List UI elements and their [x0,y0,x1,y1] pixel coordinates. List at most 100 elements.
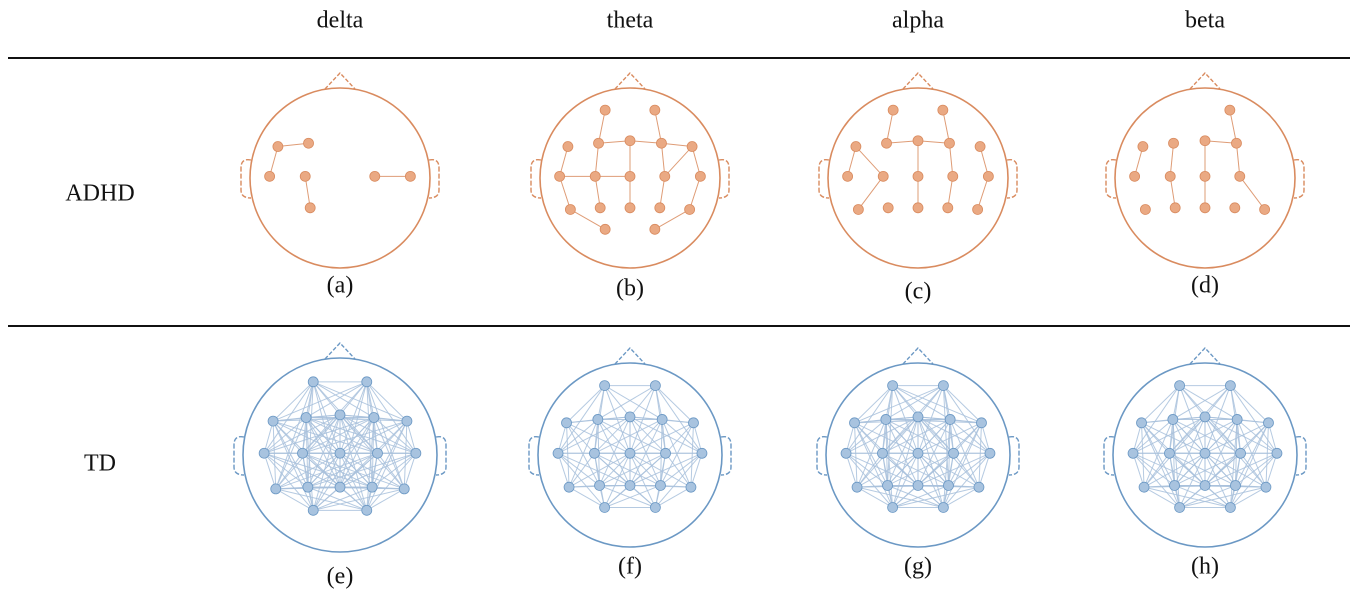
electrode [973,204,983,214]
electrode [600,502,610,512]
electrode [1263,418,1273,428]
column-header: alpha [892,8,944,34]
electrode [625,171,635,181]
electrode [1225,502,1235,512]
electrode [657,414,667,424]
electrode [913,480,923,490]
electrode [1272,448,1282,458]
electrode [949,448,959,458]
panel-label: (a) [327,273,354,299]
electrode [335,410,345,420]
connection [630,386,655,417]
head-diagram [1104,348,1306,547]
electrode [563,142,573,152]
electrode [1170,480,1180,490]
head-diagram [531,73,729,268]
electrode [565,204,575,214]
head-diagram [241,73,439,268]
nose [903,73,933,89]
connection [1230,453,1277,507]
connection [893,386,982,423]
electrode [1138,142,1148,152]
electrode [945,414,955,424]
nose [1190,348,1220,364]
electrode [335,482,345,492]
electrode [877,448,887,458]
electrode [975,142,985,152]
electrode [888,105,898,115]
electrode [298,448,308,458]
electrode [1200,480,1210,490]
panel-label: (g) [904,554,932,580]
electrode [850,418,860,428]
connection [273,382,367,421]
head-outline [250,88,430,268]
electrode [335,448,345,458]
electrode [1165,171,1175,181]
electrode [697,448,707,458]
electrode [1225,381,1235,391]
electrode [1200,412,1210,422]
connection [273,421,276,489]
panel-label: (h) [1191,554,1219,580]
electrode [655,203,665,213]
electrode [685,204,695,214]
electrode [362,505,372,515]
column-header: theta [607,8,654,34]
electrode [913,203,923,213]
connection [1142,423,1145,487]
electrode [268,416,278,426]
electrode [625,480,635,490]
electrode [660,171,670,181]
electrode [1225,105,1235,115]
electrode [686,482,696,492]
electrode [944,138,954,148]
head-diagram [1106,73,1304,268]
electrode [938,105,948,115]
electrode [259,448,269,458]
electrode [1236,448,1246,458]
electrode [369,413,379,423]
electrode [913,136,923,146]
electrode [625,448,635,458]
electrode [300,171,310,181]
electrode [1200,448,1210,458]
electrode [943,203,953,213]
electrode [1230,480,1240,490]
electrode [305,203,315,213]
electrode [1200,171,1210,181]
electrode [303,482,313,492]
electrode [402,416,412,426]
nose [1190,73,1220,89]
connection [665,147,692,177]
electrode [594,138,604,148]
electrode [983,171,993,181]
electrode [695,171,705,181]
connection [943,453,990,507]
electrode [1170,203,1180,213]
electrode [600,105,610,115]
electrode [367,482,377,492]
connection [404,421,407,489]
connection [858,176,883,209]
column-header: beta [1185,8,1225,34]
electrode [600,381,610,391]
row-label: ADHD [65,181,134,207]
electrode [1130,171,1140,181]
electrode [308,377,318,387]
electrode [301,413,311,423]
electrode [878,171,888,181]
electrode [1175,381,1185,391]
panel-label: (b) [616,276,644,302]
electrode [687,142,697,152]
electrode [273,142,283,152]
electrode [625,412,635,422]
electrode [913,412,923,422]
electrode [650,381,660,391]
electrode [883,480,893,490]
connection [264,453,276,489]
connection [856,147,883,177]
electrode [655,480,665,490]
electrode [851,142,861,152]
electrode [625,203,635,213]
